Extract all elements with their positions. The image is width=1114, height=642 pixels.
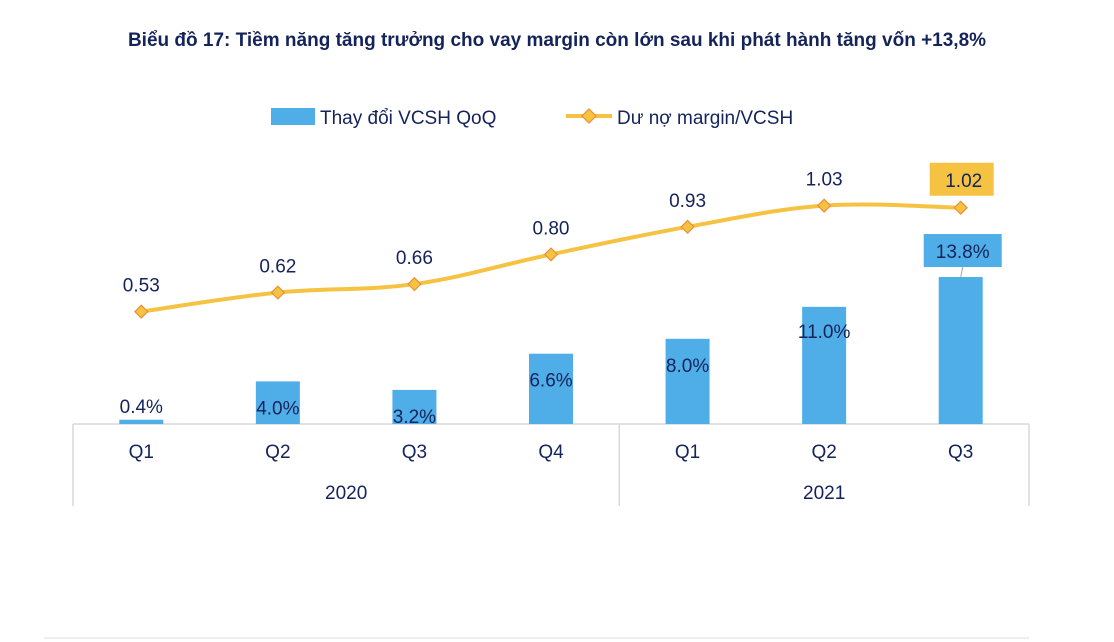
bar-data-label: 6.6% — [529, 371, 572, 392]
line-marker — [407, 276, 422, 292]
bar — [665, 338, 710, 424]
line-marker — [134, 304, 149, 319]
group-label: 2020 — [325, 483, 367, 504]
line-marker — [680, 219, 695, 235]
category-label: Q1 — [129, 442, 154, 463]
chart-title: Biểu đồ 17: Tiềm năng tăng trưởng cho va… — [127, 30, 987, 51]
bar-data-label: 4.0% — [256, 398, 299, 419]
legend-line-label: Dư nợ margin/VCSH — [617, 108, 793, 129]
category-label: Q3 — [948, 442, 973, 463]
group-label: 2021 — [803, 483, 845, 504]
bar — [802, 306, 847, 424]
line-data-label: 0.93 — [669, 191, 706, 212]
line-marker — [953, 200, 968, 215]
bar — [529, 353, 573, 424]
line-marker — [816, 198, 832, 213]
category-label: Q2 — [265, 442, 290, 463]
line-data-label: 0.53 — [123, 276, 160, 297]
bar-label-leader — [960, 266, 964, 278]
bar — [392, 389, 437, 424]
category-label: Q3 — [402, 442, 427, 463]
bar — [938, 277, 983, 424]
line-data-label: 1.02 — [945, 171, 982, 192]
line-data-label: 0.62 — [259, 257, 296, 278]
bar — [119, 419, 164, 424]
category-label: Q2 — [811, 442, 836, 463]
bar-data-label: 3.2% — [393, 407, 436, 428]
legend-bar-swatch — [271, 108, 315, 125]
bar-data-label: 11.0% — [798, 322, 851, 343]
category-label: Q1 — [675, 442, 700, 463]
bar-data-label: 0.4% — [120, 397, 163, 418]
category-label: Q4 — [538, 442, 564, 463]
line-marker — [270, 285, 286, 300]
bar — [255, 381, 300, 424]
legend-line-marker — [581, 108, 597, 124]
line-marker — [543, 247, 559, 262]
line-data-label: 0.66 — [396, 248, 433, 269]
line-data-label: 1.03 — [806, 170, 843, 191]
bar-data-label: 13.8% — [936, 242, 990, 263]
legend-bar-label: Thay đổi VCSH QoQ — [320, 108, 496, 129]
line-data-label: 0.80 — [533, 218, 570, 239]
bar-data-label: 8.0% — [666, 356, 709, 377]
bar-label-highlight — [923, 234, 1002, 268]
line-label-highlight — [929, 162, 994, 196]
